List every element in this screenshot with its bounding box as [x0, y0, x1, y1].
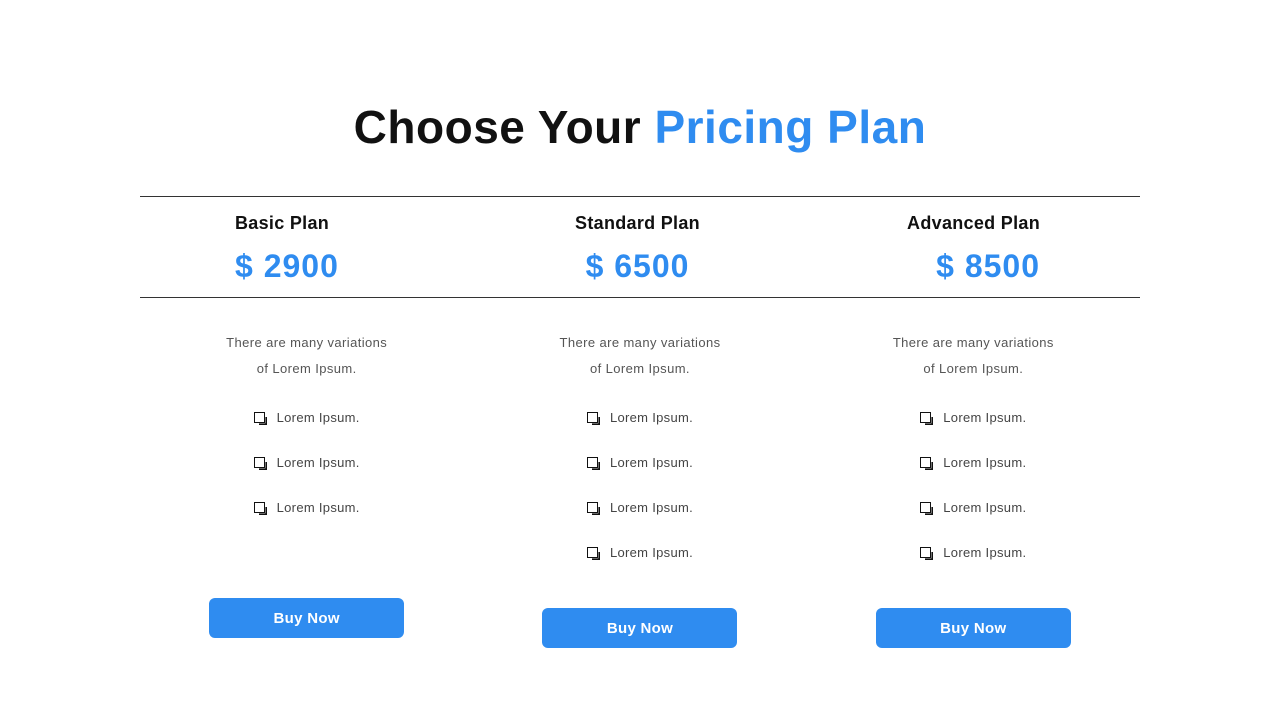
plan-desc-line1: There are many variations — [893, 335, 1054, 350]
plans-body-row: There are many variations of Lorem Ipsum… — [140, 298, 1140, 648]
plan-description: There are many variations of Lorem Ipsum… — [893, 330, 1054, 382]
checkbox-bullet-icon — [587, 457, 598, 468]
buy-now-button[interactable]: Buy Now — [542, 608, 737, 648]
plan-desc-line1: There are many variations — [226, 335, 387, 350]
feature-text: Lorem Ipsum. — [943, 455, 1026, 470]
plan-body-standard: There are many variations of Lorem Ipsum… — [473, 330, 806, 648]
feature-item: Lorem Ipsum. — [254, 410, 360, 425]
feature-text: Lorem Ipsum. — [943, 410, 1026, 425]
feature-list: Lorem Ipsum. Lorem Ipsum. Lorem Ipsum. L… — [587, 410, 693, 590]
checkbox-bullet-icon — [254, 412, 265, 423]
plan-price: $ 6500 — [510, 248, 765, 285]
page-heading: Choose Your Pricing Plan — [140, 100, 1140, 154]
feature-list: Lorem Ipsum. Lorem Ipsum. Lorem Ipsum. L… — [920, 410, 1026, 590]
feature-list: Lorem Ipsum. Lorem Ipsum. Lorem Ipsum. — [254, 410, 360, 580]
plan-desc-line2: of Lorem Ipsum. — [590, 361, 690, 376]
feature-item: Lorem Ipsum. — [587, 545, 693, 560]
checkbox-bullet-icon — [587, 547, 598, 558]
plan-price: $ 8500 — [785, 248, 1040, 285]
checkbox-bullet-icon — [920, 457, 931, 468]
feature-item: Lorem Ipsum. — [920, 545, 1026, 560]
feature-text: Lorem Ipsum. — [610, 500, 693, 515]
checkbox-bullet-icon — [920, 502, 931, 513]
buy-now-button[interactable]: Buy Now — [876, 608, 1071, 648]
feature-text: Lorem Ipsum. — [277, 410, 360, 425]
feature-text: Lorem Ipsum. — [277, 500, 360, 515]
plan-body-advanced: There are many variations of Lorem Ipsum… — [807, 330, 1140, 648]
checkbox-bullet-icon — [920, 412, 931, 423]
plan-header-standard: Standard Plan $ 6500 — [510, 213, 765, 285]
plan-description: There are many variations of Lorem Ipsum… — [559, 330, 720, 382]
checkbox-bullet-icon — [920, 547, 931, 558]
feature-text: Lorem Ipsum. — [610, 410, 693, 425]
checkbox-bullet-icon — [587, 502, 598, 513]
pricing-container: Choose Your Pricing Plan Basic Plan $ 29… — [140, 100, 1140, 648]
feature-item: Lorem Ipsum. — [254, 500, 360, 515]
feature-item: Lorem Ipsum. — [920, 410, 1026, 425]
feature-text: Lorem Ipsum. — [610, 455, 693, 470]
plan-header-basic: Basic Plan $ 2900 — [140, 213, 510, 285]
checkbox-bullet-icon — [254, 502, 265, 513]
feature-text: Lorem Ipsum. — [610, 545, 693, 560]
feature-item: Lorem Ipsum. — [587, 455, 693, 470]
checkbox-bullet-icon — [587, 412, 598, 423]
feature-item: Lorem Ipsum. — [920, 455, 1026, 470]
plan-name: Standard Plan — [510, 213, 765, 234]
feature-item: Lorem Ipsum. — [920, 500, 1026, 515]
feature-text: Lorem Ipsum. — [943, 500, 1026, 515]
feature-item: Lorem Ipsum. — [254, 455, 360, 470]
buy-now-button[interactable]: Buy Now — [209, 598, 404, 638]
feature-text: Lorem Ipsum. — [277, 455, 360, 470]
feature-item: Lorem Ipsum. — [587, 500, 693, 515]
plan-body-basic: There are many variations of Lorem Ipsum… — [140, 330, 473, 648]
plan-description: There are many variations of Lorem Ipsum… — [226, 330, 387, 382]
plan-name: Advanced Plan — [785, 213, 1040, 234]
plan-price: $ 2900 — [235, 248, 490, 285]
feature-item: Lorem Ipsum. — [587, 410, 693, 425]
plan-name: Basic Plan — [235, 213, 490, 234]
plan-desc-line2: of Lorem Ipsum. — [257, 361, 357, 376]
feature-text: Lorem Ipsum. — [943, 545, 1026, 560]
heading-part2: Pricing Plan — [654, 101, 926, 153]
checkbox-bullet-icon — [254, 457, 265, 468]
plan-desc-line1: There are many variations — [559, 335, 720, 350]
heading-part1: Choose Your — [354, 101, 655, 153]
plan-header-advanced: Advanced Plan $ 8500 — [765, 213, 1140, 285]
plans-header-row: Basic Plan $ 2900 Standard Plan $ 6500 A… — [140, 196, 1140, 298]
plan-desc-line2: of Lorem Ipsum. — [923, 361, 1023, 376]
